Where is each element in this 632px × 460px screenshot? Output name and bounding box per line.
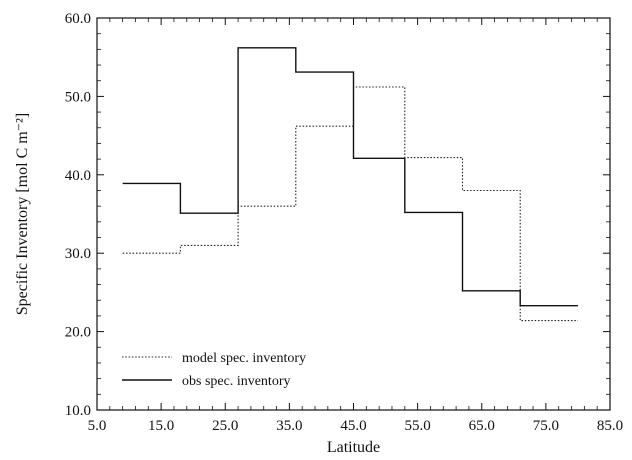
y-axis-label: Specific Inventory [mol C m⁻²] — [14, 113, 31, 316]
series-line-model — [122, 86, 578, 322]
x-tick-label: 45.0 — [340, 418, 366, 434]
plot-frame — [96, 17, 611, 411]
x-tick-label: 15.0 — [148, 418, 174, 434]
x-tick-labels: 5.0 15.0 25.0 35.0 45.0 55.0 65.0 75.0 85.0 — [88, 418, 624, 434]
x-tick-label: 5.0 — [88, 418, 107, 434]
y-tick-label: 50.0 — [65, 89, 91, 105]
y-tick-label: 60.0 — [65, 11, 91, 27]
y-tick-labels: 10.0 20.0 30.0 40.0 50.0 60.0 — [65, 11, 91, 419]
legend: model spec. inventory obs spec. inventor… — [122, 351, 306, 389]
x-tick-label: 25.0 — [212, 418, 238, 434]
series-layer — [122, 47, 578, 322]
y-tick-label: 30.0 — [65, 246, 91, 262]
x-tick-label: 65.0 — [469, 418, 495, 434]
legend-label-model: model spec. inventory — [182, 351, 306, 366]
x-tick-label: 75.0 — [533, 418, 559, 434]
y-tick-label: 40.0 — [65, 168, 91, 184]
x-axis-label: Latitude — [327, 439, 380, 456]
legend-label-obs: obs spec. inventory — [182, 374, 290, 389]
y-tick-label: 10.0 — [65, 403, 91, 419]
series-line-obs — [122, 47, 578, 307]
x-tick-label: 55.0 — [405, 418, 431, 434]
x-tick-label: 35.0 — [276, 418, 302, 434]
x-tick-label: 85.0 — [597, 418, 623, 434]
y-tick-label: 20.0 — [65, 325, 91, 341]
